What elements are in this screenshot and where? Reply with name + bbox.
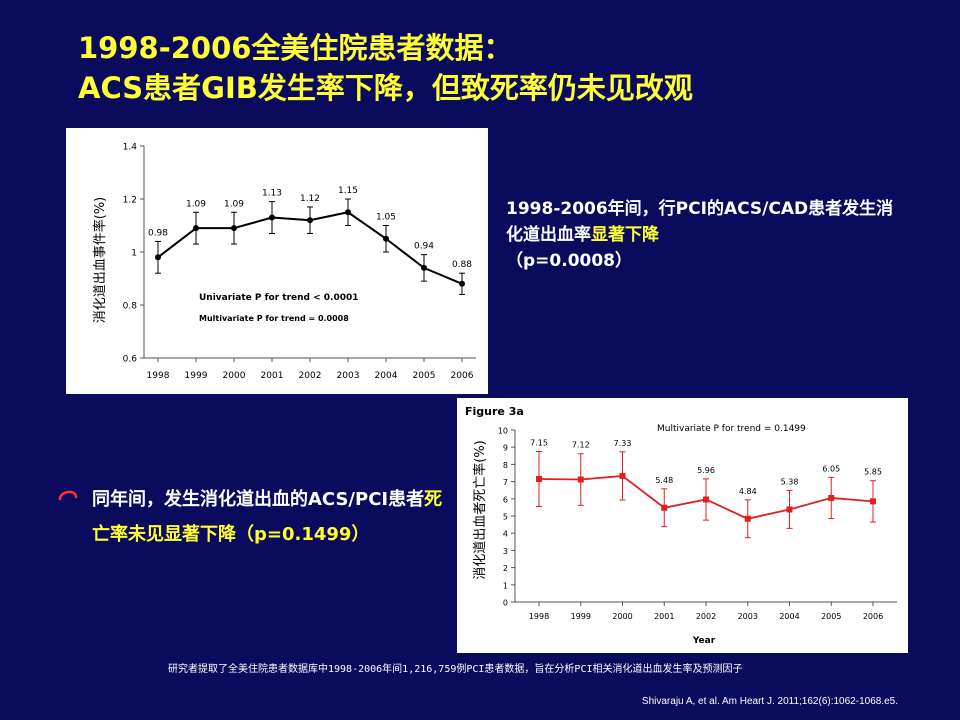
data-point <box>269 214 275 221</box>
gib-mortality-chart: Figure 3a 消化道出血者死亡率(%) Year Multivariate… <box>457 398 908 653</box>
y-tick-label: 1.2 <box>123 196 137 206</box>
mortality-bullet: 同年间，发生消化道出血的ACS/PCI患者死亡率未见显著下降（p=0.1499） <box>58 482 448 552</box>
data-point <box>828 494 835 501</box>
incidence-note-highlight: 显著下降 <box>591 225 659 245</box>
source-note: 研究者提取了全美住院患者数据库中1998-2006年间1,216,759例PCI… <box>168 664 743 675</box>
data-point <box>536 476 542 483</box>
x-tick-label: 2005 <box>821 612 841 621</box>
x-tick-label: 1999 <box>185 371 208 381</box>
x-tick-label: 2003 <box>337 371 360 381</box>
y-tick-label: 10 <box>498 427 508 436</box>
data-label: 1.09 <box>224 199 244 209</box>
data-point <box>345 209 351 216</box>
y-tick-label: 4 <box>503 530 508 539</box>
y-axis-label: 消化道出血者死亡率(%) <box>472 440 488 580</box>
data-label: 5.48 <box>655 476 673 485</box>
univariate-annotation: Univariate P for trend < 0.0001 <box>199 293 359 303</box>
y-tick-label: 5 <box>503 513 508 522</box>
data-point <box>383 235 389 242</box>
x-tick-label: 2006 <box>451 371 474 381</box>
y-tick-label: 6 <box>503 495 508 504</box>
data-label: 4.84 <box>739 487 757 496</box>
data-point <box>661 504 668 511</box>
incidence-note: 1998-2006年间，行PCI的ACS/CAD患者发生消化道出血率显著下降 （… <box>506 196 906 274</box>
title-line-1: 1998-2006全美住院患者数据： <box>78 31 513 65</box>
y-tick-label: 0.6 <box>123 355 138 365</box>
oval-bullet-icon <box>58 490 78 501</box>
multivariate-annotation: Multivariate P for trend = 0.0008 <box>199 314 349 323</box>
x-tick-label: 2006 <box>863 612 883 621</box>
data-label: 1.13 <box>262 189 282 199</box>
x-tick-label: 2003 <box>738 612 758 621</box>
data-point <box>421 264 427 271</box>
data-label: 1.15 <box>338 186 358 196</box>
slide-title: 1998-2006全美住院患者数据： ACS患者GIB发生率下降，但致死率仍未见… <box>78 28 938 108</box>
y-tick-label: 1 <box>503 581 508 590</box>
y-tick-label: 0 <box>503 599 508 608</box>
data-point <box>870 498 876 505</box>
x-tick-label: 2000 <box>223 371 246 381</box>
gib-incidence-chart: 消化道出血事件率(%) Univariate P for trend < 0.0… <box>66 128 488 394</box>
x-tick-label: 2001 <box>261 371 284 381</box>
data-point <box>703 496 709 503</box>
incidence-note-pvalue: （p=0.0008） <box>506 251 633 271</box>
data-label: 7.12 <box>572 441 590 450</box>
y-tick-label: 7 <box>503 478 508 487</box>
data-point <box>307 217 313 224</box>
y-tick-label: 2 <box>503 564 508 573</box>
data-point <box>744 515 751 522</box>
multivariate-annotation: Multivariate P for trend = 0.1499 <box>657 424 806 434</box>
data-label: 1.05 <box>376 213 396 223</box>
data-point <box>786 506 793 513</box>
y-tick-label: 0.8 <box>123 302 138 312</box>
gib-mortality-chart-svg: Figure 3a 消化道出血者死亡率(%) Year Multivariate… <box>465 405 897 646</box>
data-label: 0.88 <box>452 260 472 270</box>
title-line-2: ACS患者GIB发生率下降，但致死率仍未见改观 <box>78 71 693 105</box>
data-point <box>193 225 199 232</box>
citation: Shivaraju A, et al. Am Heart J. 2011;162… <box>641 696 898 707</box>
mortality-bullet-highlight: 死亡率未见显著下降（p=0.1499） <box>92 489 443 545</box>
x-axis-label: Year <box>692 636 716 646</box>
data-label: 6.05 <box>822 464 840 473</box>
x-tick-label: 1999 <box>571 612 591 621</box>
data-label: 5.38 <box>781 478 799 487</box>
x-tick-label: 2004 <box>779 612 799 621</box>
incidence-note-prefix: 1998-2006年间，行PCI的ACS/CAD患者发生消化道出血率 <box>506 199 894 245</box>
y-tick-label: 3 <box>503 547 508 556</box>
data-label: 5.85 <box>864 468 882 477</box>
data-label: 5.96 <box>697 466 715 475</box>
data-point <box>619 472 626 479</box>
y-tick-label: 8 <box>503 461 508 470</box>
data-point <box>577 476 584 483</box>
mortality-bullet-prefix: 同年间，发生消化道出血的ACS/PCI患者 <box>92 489 425 510</box>
data-point <box>155 254 161 261</box>
x-tick-label: 2001 <box>654 612 674 621</box>
data-label: 7.33 <box>614 439 632 448</box>
x-tick-label: 2002 <box>299 371 322 381</box>
data-label: 7.15 <box>530 439 548 448</box>
x-tick-label: 1998 <box>529 612 549 621</box>
y-axis-label: 消化道出血事件率(%) <box>92 197 108 324</box>
x-tick-label: 2000 <box>612 612 632 621</box>
x-tick-label: 2002 <box>696 612 716 621</box>
data-point <box>459 280 465 287</box>
y-tick-label: 1 <box>131 249 137 259</box>
data-label: 0.94 <box>414 242 434 252</box>
figure-label: Figure 3a <box>465 405 524 418</box>
x-tick-label: 2005 <box>413 371 436 381</box>
gib-incidence-chart-svg: 消化道出血事件率(%) Univariate P for trend < 0.0… <box>92 143 476 381</box>
x-tick-label: 1998 <box>147 371 170 381</box>
data-label: 1.12 <box>300 194 320 204</box>
y-tick-label: 1.4 <box>123 143 138 153</box>
mortality-bullet-text: 同年间，发生消化道出血的ACS/PCI患者死亡率未见显著下降（p=0.1499） <box>92 482 448 552</box>
data-label: 1.09 <box>186 199 206 209</box>
data-point <box>231 225 237 232</box>
x-tick-label: 2004 <box>375 371 398 381</box>
y-tick-label: 9 <box>503 444 508 453</box>
data-label: 0.98 <box>148 228 168 238</box>
